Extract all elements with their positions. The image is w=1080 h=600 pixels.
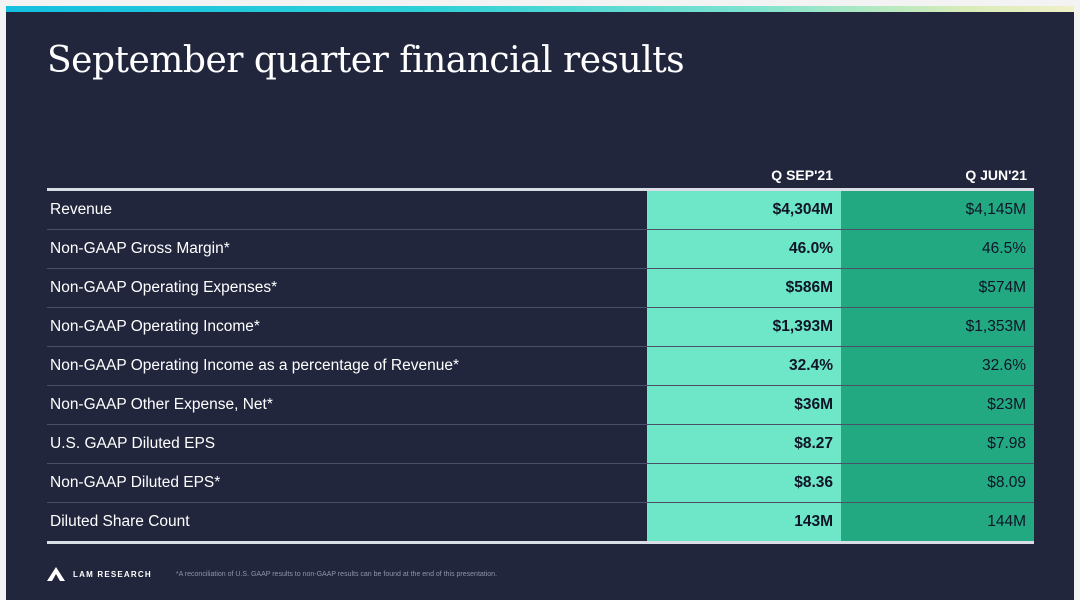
table-row: Diluted Share Count 143M 144M xyxy=(47,503,1034,541)
table-row: Non-GAAP Gross Margin* 46.0% 46.5% xyxy=(47,230,1034,269)
row-label: Non-GAAP Operating Expenses* xyxy=(50,279,278,296)
table-row: Non-GAAP Operating Income* $1,393M $1,35… xyxy=(47,308,1034,347)
company-logo-text: LAM RESEARCH xyxy=(73,569,152,579)
footnote: *A reconciliation of U.S. GAAP results t… xyxy=(175,570,498,578)
slide: September quarter financial results Q SE… xyxy=(6,6,1074,600)
table-row: Revenue $4,304M $4,145M xyxy=(47,191,1034,230)
table-row: U.S. GAAP Diluted EPS $8.27 $7.98 xyxy=(47,425,1034,464)
jun21-value: 46.5% xyxy=(841,230,1034,268)
sep21-value: $1,393M xyxy=(647,308,841,346)
jun21-value: 32.6% xyxy=(841,347,1034,385)
row-label: Non-GAAP Other Expense, Net* xyxy=(50,396,273,413)
slide-footer: LAM RESEARCH *A reconciliation of U.S. G… xyxy=(47,566,497,582)
sep21-value: $586M xyxy=(647,269,841,307)
jun21-value: $8.09 xyxy=(841,464,1034,502)
jun21-value: $4,145M xyxy=(841,191,1034,229)
row-label: Non-GAAP Gross Margin* xyxy=(50,240,230,257)
row-label: Revenue xyxy=(50,201,113,218)
sep21-value: $36M xyxy=(647,386,841,424)
jun21-value: 144M xyxy=(841,503,1034,541)
row-label: Diluted Share Count xyxy=(50,513,190,530)
sep21-value: $4,304M xyxy=(647,191,841,229)
sep21-value: 32.4% xyxy=(647,347,841,385)
row-label: U.S. GAAP Diluted EPS xyxy=(50,435,216,452)
table-header: Q SEP'21 Q JUN'21 xyxy=(47,161,1034,188)
sep21-value: $8.27 xyxy=(647,425,841,463)
jun21-value: $23M xyxy=(841,386,1034,424)
header-divider xyxy=(47,188,1034,191)
financial-results-table: Q SEP'21 Q JUN'21 Revenue $4,304M $4,145… xyxy=(47,161,1034,544)
table-row: Non-GAAP Operating Income as a percentag… xyxy=(47,347,1034,386)
jun21-value: $574M xyxy=(841,269,1034,307)
column-header-q-jun21: Q JUN'21 xyxy=(965,167,1027,183)
row-label: Non-GAAP Operating Income* xyxy=(50,318,260,335)
table-bottom-divider xyxy=(47,541,1034,544)
table-row: Non-GAAP Operating Expenses* $586M $574M xyxy=(47,269,1034,308)
sep21-value: 143M xyxy=(647,503,841,541)
table-row: Non-GAAP Diluted EPS* $8.36 $8.09 xyxy=(47,464,1034,503)
slide-title: September quarter financial results xyxy=(47,40,685,81)
jun21-value: $7.98 xyxy=(841,425,1034,463)
row-label: Non-GAAP Operating Income as a percentag… xyxy=(50,357,459,374)
sep21-value: 46.0% xyxy=(647,230,841,268)
column-header-q-sep21: Q SEP'21 xyxy=(771,167,833,183)
lam-logo-icon xyxy=(47,567,65,581)
row-label: Non-GAAP Diluted EPS* xyxy=(50,474,221,491)
sep21-value: $8.36 xyxy=(647,464,841,502)
jun21-value: $1,353M xyxy=(841,308,1034,346)
table-row: Non-GAAP Other Expense, Net* $36M $23M xyxy=(47,386,1034,425)
accent-gradient-bar xyxy=(6,6,1074,12)
